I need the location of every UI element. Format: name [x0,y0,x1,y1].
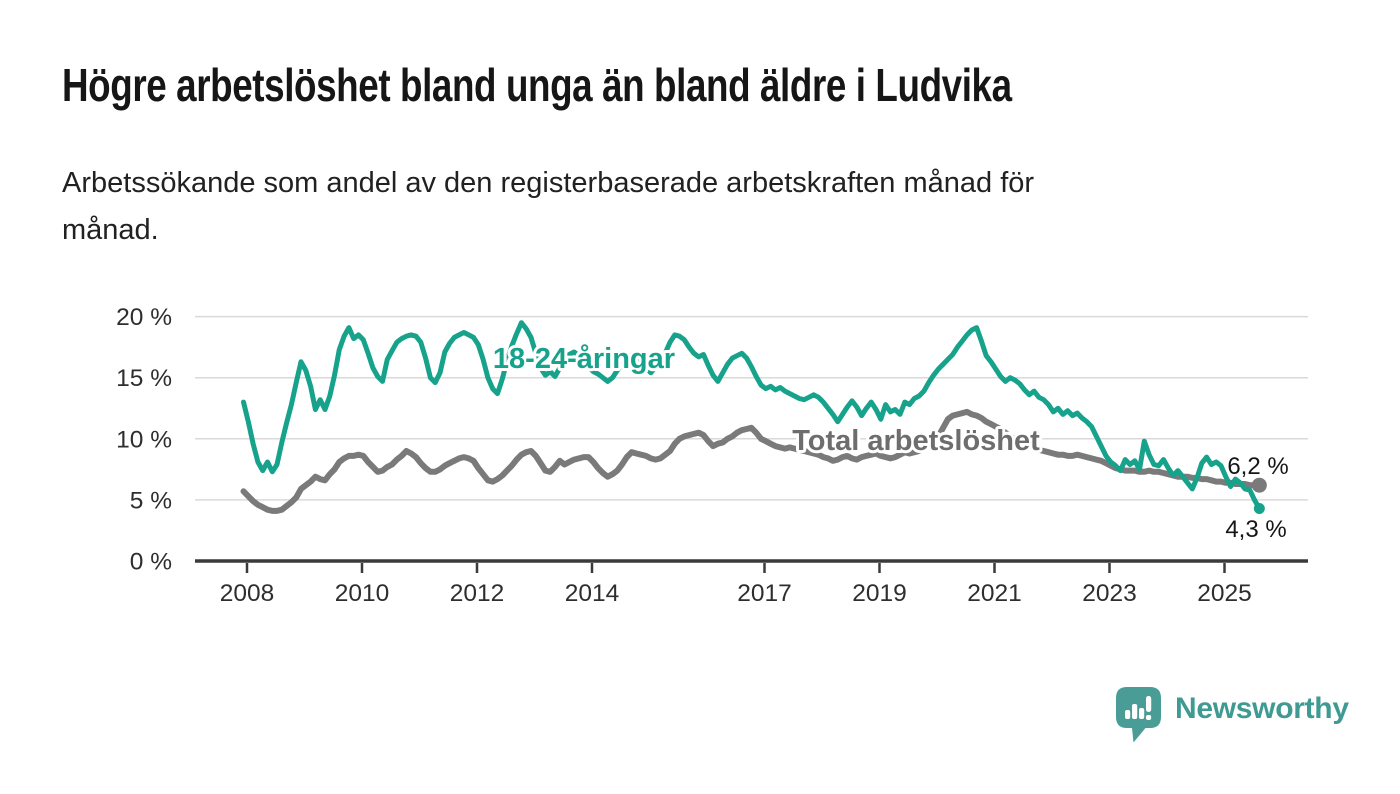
x-axis-tick-label: 2019 [852,580,907,607]
y-axis-tick-label: 0 % [130,549,172,576]
total-end-dot [1251,477,1267,493]
x-axis-tick-label: 2014 [565,580,620,607]
total-end-value-label: 6,2 % [1227,453,1288,480]
x-axis-tick-label: 2023 [1082,580,1137,607]
y-axis-tick-label: 15 % [116,365,172,392]
bar-chart-bar-3 [1139,708,1145,719]
x-axis-tick-label: 2025 [1197,580,1252,607]
page-title: Högre arbetslöshet bland unga än bland ä… [62,59,1012,111]
x-axis-tick-label: 2012 [450,580,505,607]
total-series-label: Total arbetslöshet [792,425,1040,457]
chart-subtitle-line2: månad. [62,214,159,246]
youth-end-value-label: 4,3 % [1225,516,1286,543]
exclamation-bar [1146,696,1152,712]
newsworthy-logo-icon [1116,687,1161,743]
bar-chart-bar-1 [1125,710,1131,719]
youth-series-line [241,320,1262,511]
total-series-line [240,408,1263,514]
y-axis-tick-label: 10 % [116,426,172,453]
exclamation-dot [1146,715,1152,720]
newsworthy-logo-text: Newsworthy [1175,692,1349,725]
newsworthy-logo: Newsworthy [1115,686,1349,744]
chart-subtitle: Arbetssökande som andel av den registerb… [62,160,1034,254]
x-axis-tick-label: 2021 [967,580,1022,607]
y-axis-tick-label: 5 % [130,487,172,514]
x-axis-tick-label: 2017 [737,580,792,607]
speech-bubble-shape [1116,687,1161,743]
chart-subtitle-line1: Arbetssökande som andel av den registerb… [62,167,1035,199]
bar-chart-bar-2 [1132,704,1138,719]
x-axis-tick-label: 2008 [220,580,275,607]
x-axis-tick-label: 2010 [335,580,390,607]
y-axis-tick-label: 20 % [116,304,172,331]
youth-end-dot [1253,502,1265,514]
youth-series-label: 18-24-åringar [493,343,675,375]
